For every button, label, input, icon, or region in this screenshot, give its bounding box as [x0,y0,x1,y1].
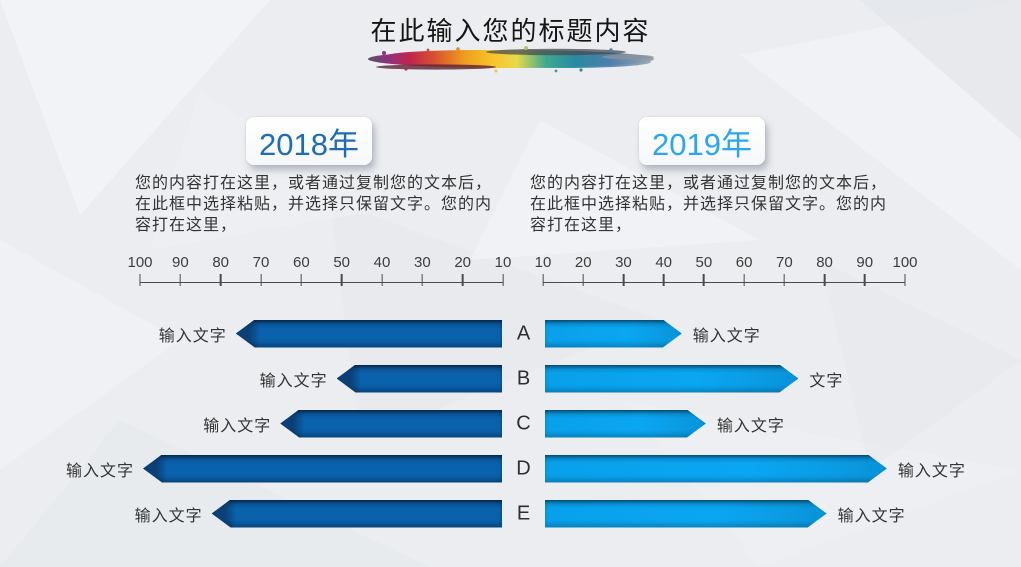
axis-rule [543,281,905,283]
axis-tick-70: 70 [253,255,269,286]
right-description-text: 您的内容打在这里，或者通过复制您的文本后，在此框中选择粘贴，并选择只保留文字。您… [530,175,888,234]
axis-tick-60: 60 [293,255,310,286]
axis-tick-20: 20 [454,255,471,286]
paint-splash-icon [367,46,654,73]
page-title: 在此输入您的标题内容 [370,16,651,46]
left-bar-label-D: 输入文字 [65,462,134,480]
axis-rule [140,281,503,283]
left-bar-E [211,499,502,528]
axis-tick-50: 50 [333,255,350,286]
left-zone-B: 输入文字 [0,356,502,401]
chart-row-B: 输入文字 B 文字 [0,356,1021,401]
right-axis: 10 20 30 40 50 60 70 80 90 100 [535,252,918,286]
right-bar-C [545,410,706,438]
left-zone-A: 输入文字 [0,311,502,356]
right-zone-D: 输入文字 [545,446,1021,491]
axis-tick-30: 30 [414,255,431,286]
category-letter-E: E [516,502,531,524]
left-bar-C [280,409,502,438]
axis-tick-20: 20 [575,255,592,286]
right-bar-D [545,455,887,483]
left-axis: 100 90 80 70 60 50 40 30 20 10 [127,252,511,286]
chart-row-D: 输入文字 D 输入文字 [0,446,1021,491]
axis-tick-50: 50 [696,255,712,286]
category-letter-A: A [516,322,531,344]
right-zone-E: 输入文字 [545,491,1021,536]
axis-tick-100: 100 [127,255,153,286]
right-bar-label-B: 文字 [809,372,844,390]
left-zone-D: 输入文字 [0,446,502,491]
left-bar-label-E: 输入文字 [134,507,203,525]
left-bar-A [235,319,502,348]
category-letter-D: D [516,457,531,479]
right-zone-B: 文字 [545,356,1021,401]
chart-row-C: 输入文字 C 输入文字 [0,401,1021,446]
right-zone-C: 输入文字 [545,401,1021,446]
axis-tick-10: 10 [535,255,551,286]
right-bar-A [545,320,682,348]
right-bar-B [545,365,798,393]
axis-tick-60: 60 [736,255,752,286]
left-bar-D [143,454,502,483]
category-letter-B: B [516,367,531,389]
chart-row-A: 输入文字 A 输入文字 [0,311,1021,356]
left-zone-C: 输入文字 [0,401,502,446]
left-zone-E: 输入文字 [0,491,502,536]
category-letter-C: C [516,412,531,434]
axis-tick-70: 70 [776,255,793,286]
left-bar-label-B: 输入文字 [259,372,328,390]
axis-tick-90: 90 [172,255,189,286]
year-badge-2018: 2018年 [246,117,372,165]
year-badge-2019: 2019年 [639,117,765,165]
right-bar-E [545,500,827,528]
axis-tick-40: 40 [374,255,390,286]
left-bar-B [336,364,502,393]
left-description-text: 您的内容打在这里，或者通过复制您的文本后，在此框中选择粘贴，并选择只保留文字。您… [135,175,493,234]
axis-tick-30: 30 [615,255,632,286]
right-bar-label-A: 输入文字 [692,327,761,345]
axis-tick-40: 40 [655,255,672,286]
axis-tick-100: 100 [892,255,918,286]
chart-row-E: 输入文字 E 输入文字 [0,491,1021,536]
tornado-chart: 输入文字 A 输入文字 输入文字 B 文字 输入文字 C 输入文字 输入文字 D 输入文字 输入文字 E 输… [0,311,1021,536]
axis-tick-10: 10 [495,255,511,286]
right-bar-label-C: 输入文字 [716,417,785,435]
right-zone-A: 输入文字 [545,311,1021,356]
right-bar-label-D: 输入文字 [897,462,966,480]
left-bar-label-C: 输入文字 [203,417,272,435]
axis-tick-80: 80 [816,255,833,286]
right-bar-label-E: 输入文字 [837,507,906,525]
axis-tick-90: 90 [856,255,873,286]
left-bar-label-A: 输入文字 [158,327,227,345]
axis-tick-80: 80 [212,255,229,286]
